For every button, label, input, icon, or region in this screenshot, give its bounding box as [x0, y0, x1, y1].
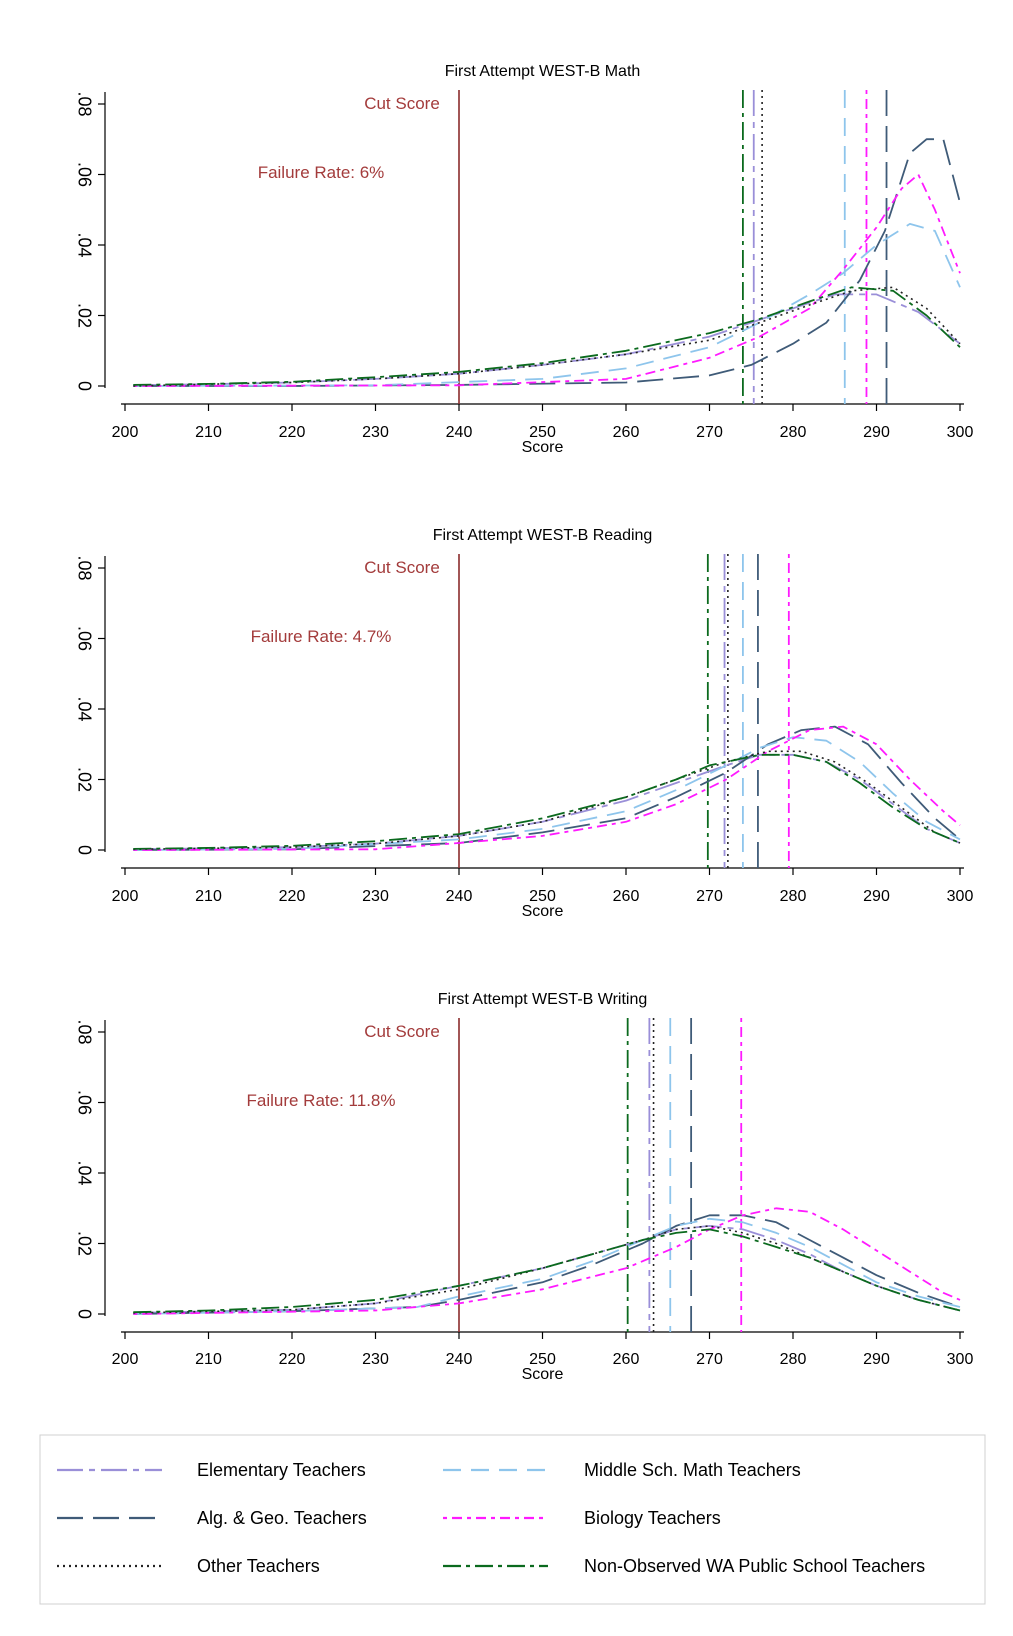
x-tick-label: 210 — [195, 1351, 222, 1368]
legend-label: Elementary Teachers — [197, 1460, 366, 1480]
y-tick-label: .02 — [74, 767, 94, 792]
cut-score-label: Cut Score — [364, 94, 440, 113]
y-tick-label: 0 — [74, 381, 94, 391]
x-tick-label: 220 — [279, 424, 306, 441]
x-tick-label: 280 — [780, 1351, 807, 1368]
legend: Elementary Teachers Middle Sch. Math Teac… — [39, 1434, 986, 1605]
x-axis-label: Score — [522, 1366, 564, 1383]
x-tick-label: 250 — [529, 424, 556, 441]
x-tick-label: 300 — [947, 1351, 974, 1368]
y-tick-label: 0 — [74, 1309, 94, 1319]
x-tick-label: 250 — [529, 1351, 556, 1368]
density-line-nonobs — [133, 1228, 961, 1314]
x-tick-label: 270 — [696, 888, 723, 905]
chart-title: First Attempt WEST-B Reading — [433, 527, 653, 544]
x-tick-label: 200 — [112, 888, 139, 905]
x-tick-label: 200 — [112, 424, 139, 441]
density-line-alggeo — [133, 138, 961, 387]
density-line-elementary — [133, 1225, 961, 1314]
x-tick-label: 240 — [446, 424, 473, 441]
x-tick-label: 240 — [446, 1351, 473, 1368]
chart-panel: First Attempt WEST-B Writing 0 .02 .04 .06 .0… — [74, 991, 973, 1383]
y-tick-label: .04 — [74, 696, 94, 721]
chart-title: First Attempt WEST-B Writing — [438, 991, 648, 1008]
y-tick-label: 0 — [74, 845, 94, 855]
cut-score-label: Cut Score — [364, 1022, 440, 1041]
x-tick-label: 220 — [279, 888, 306, 905]
x-tick-label: 290 — [863, 424, 890, 441]
failure-rate-label: Failure Rate: 4.7% — [251, 627, 392, 646]
legend-label: Biology Teachers — [584, 1508, 721, 1528]
y-tick-label: .04 — [74, 1160, 94, 1185]
x-tick-label: 240 — [446, 888, 473, 905]
y-tick-label: .06 — [74, 1090, 94, 1115]
y-tick-label: .02 — [74, 1231, 94, 1256]
density-line-nonobs — [133, 753, 961, 850]
x-tick-label: 290 — [863, 888, 890, 905]
legend-label: Non-Observed WA Public School Teachers — [584, 1556, 925, 1576]
legend-label: Middle Sch. Math Teachers — [584, 1460, 801, 1480]
density-line-elementary — [133, 293, 961, 387]
chart-panel: First Attempt WEST-B Reading 0 .02 .04 .06 .0… — [74, 527, 973, 920]
x-axis-label: Score — [522, 439, 564, 456]
density-line-middle — [133, 736, 961, 851]
y-tick-label: .02 — [74, 303, 94, 328]
x-tick-label: 280 — [780, 424, 807, 441]
y-tick-label: .08 — [74, 91, 94, 116]
cut-score-label: Cut Score — [364, 558, 440, 577]
chart-title: First Attempt WEST-B Math — [445, 63, 641, 80]
x-tick-label: 300 — [947, 888, 974, 905]
x-tick-label: 300 — [947, 424, 974, 441]
density-line-middle — [133, 1217, 961, 1315]
y-tick-label: .08 — [74, 555, 94, 580]
x-tick-label: 210 — [195, 888, 222, 905]
density-line-biology — [133, 173, 961, 387]
x-tick-label: 220 — [279, 1351, 306, 1368]
x-tick-label: 260 — [613, 424, 640, 441]
y-tick-label: .06 — [74, 626, 94, 651]
x-tick-label: 230 — [362, 1351, 389, 1368]
x-tick-label: 210 — [195, 424, 222, 441]
x-tick-label: 230 — [362, 424, 389, 441]
legend-label: Other Teachers — [197, 1556, 320, 1576]
legend-box — [39, 1434, 986, 1605]
y-tick-label: .06 — [74, 162, 94, 187]
failure-rate-label: Failure Rate: 6% — [258, 163, 385, 182]
x-tick-label: 260 — [613, 888, 640, 905]
x-tick-label: 230 — [362, 888, 389, 905]
x-tick-label: 250 — [529, 888, 556, 905]
x-tick-label: 280 — [780, 888, 807, 905]
density-line-other — [133, 286, 961, 387]
density-line-nonobs — [133, 286, 961, 386]
x-tick-label: 290 — [863, 1351, 890, 1368]
failure-rate-label: Failure Rate: 11.8% — [247, 1091, 396, 1110]
density-line-alggeo — [133, 725, 961, 851]
x-tick-label: 260 — [613, 1351, 640, 1368]
x-tick-label: 270 — [696, 1351, 723, 1368]
x-tick-label: 270 — [696, 424, 723, 441]
density-line-biology — [133, 1207, 961, 1315]
x-tick-label: 200 — [112, 1351, 139, 1368]
x-axis-label: Score — [522, 903, 564, 920]
density-line-biology — [133, 725, 961, 851]
density-line-middle — [133, 222, 961, 387]
chart-panel: First Attempt WEST-B Math 0 .02 .04 .06 .08 20… — [74, 63, 973, 456]
density-line-other — [133, 750, 961, 851]
y-tick-label: .08 — [74, 1019, 94, 1044]
density-line-alggeo — [133, 1214, 961, 1315]
y-tick-label: .04 — [74, 232, 94, 257]
legend-label: Alg. & Geo. Teachers — [197, 1508, 367, 1528]
